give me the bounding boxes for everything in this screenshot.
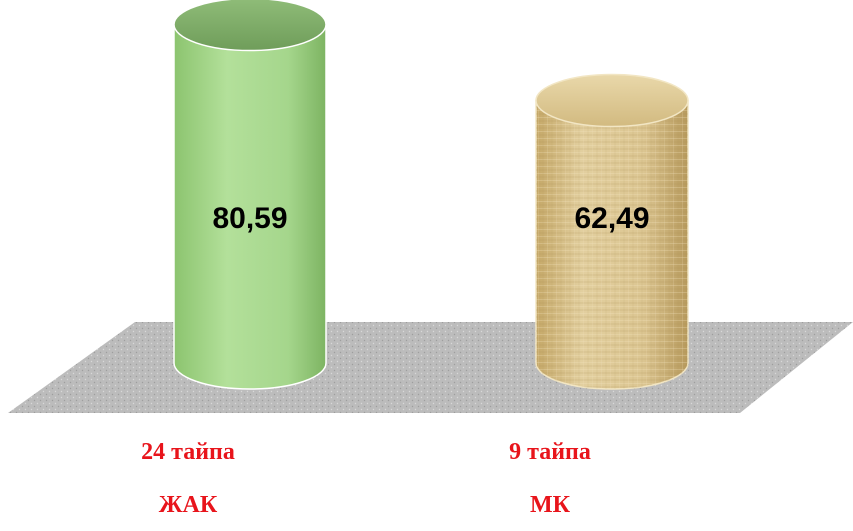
category-label-1: ЖАК xyxy=(158,492,218,518)
category-note-1: 24 тайпа xyxy=(141,439,235,465)
data-label-1: 80,59 xyxy=(212,202,287,235)
category-label-2: МК xyxy=(529,492,571,518)
bar-1-body xyxy=(173,23,327,390)
bar-2-texture xyxy=(536,100,688,389)
bars-group xyxy=(173,0,689,390)
bar-1 xyxy=(173,0,327,390)
category-note-2: 9 тайпа xyxy=(509,439,591,465)
data-labels-group: 80,59 62,49 xyxy=(212,202,649,235)
data-label-2: 62,49 xyxy=(574,202,649,235)
bar-1-top xyxy=(173,0,327,52)
chart-floor xyxy=(8,322,853,413)
bar-2-top xyxy=(535,73,689,128)
bar-2 xyxy=(535,73,689,390)
